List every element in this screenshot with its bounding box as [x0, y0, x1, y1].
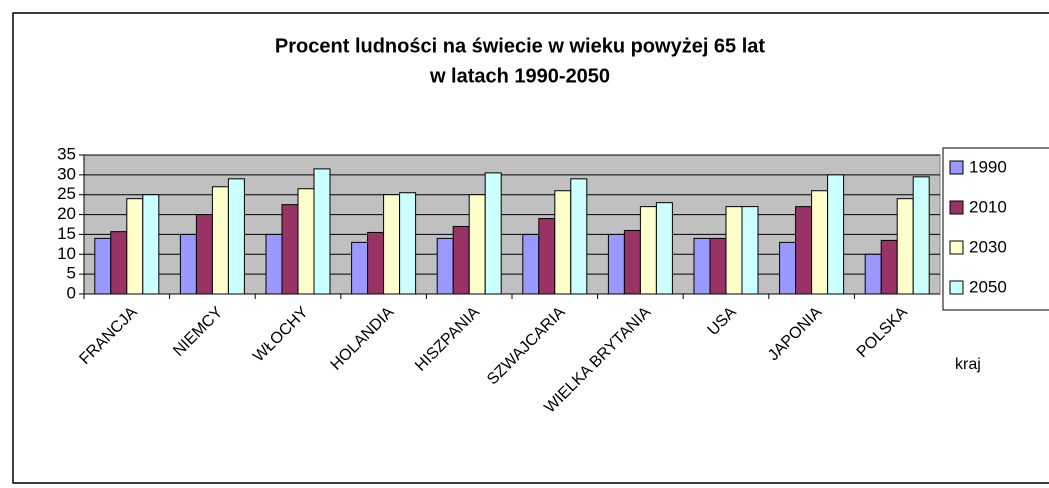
legend-label: 1990 — [969, 157, 1007, 176]
bar — [195, 214, 213, 295]
bar — [607, 233, 625, 295]
bar — [94, 237, 112, 295]
bar — [452, 225, 470, 295]
legend-label: 2010 — [969, 197, 1007, 216]
y-tick-label: 15 — [57, 224, 76, 243]
bar — [912, 176, 930, 295]
bar — [811, 190, 829, 295]
legend-swatch — [949, 200, 964, 215]
y-tick-label: 0 — [67, 283, 76, 302]
bar — [880, 239, 898, 295]
y-tick-label: 20 — [57, 204, 76, 223]
y-tick-label: 30 — [57, 164, 76, 183]
bar — [436, 237, 454, 295]
bar — [179, 233, 197, 295]
bar — [693, 237, 711, 295]
bar — [383, 194, 401, 295]
bar — [538, 218, 556, 295]
bar — [827, 174, 845, 295]
bar — [639, 206, 657, 295]
bar — [896, 198, 914, 295]
legend-swatch — [949, 240, 964, 255]
legend-swatch — [949, 160, 964, 175]
bar — [655, 202, 673, 295]
bar — [864, 253, 882, 295]
bar — [725, 206, 743, 295]
y-tick-label: 35 — [57, 144, 76, 163]
bar — [126, 198, 144, 295]
bar — [709, 237, 727, 295]
bar — [741, 206, 759, 295]
bar — [142, 194, 160, 295]
bar — [399, 192, 417, 295]
y-tick-label: 25 — [57, 184, 76, 203]
bar — [795, 206, 813, 295]
x-axis-label: kraj — [955, 356, 981, 373]
bar — [297, 188, 315, 295]
bar — [779, 241, 797, 295]
chart-title: Procent ludności na świecie w wieku powy… — [275, 35, 765, 57]
chart-title: w latach 1990-2050 — [429, 65, 610, 87]
bar — [484, 172, 502, 295]
bar — [367, 231, 385, 295]
bar — [227, 178, 245, 295]
y-tick-label: 10 — [57, 244, 76, 263]
bar — [522, 233, 540, 295]
bar — [351, 241, 369, 295]
legend-label: 2030 — [969, 237, 1007, 256]
bar — [554, 190, 572, 295]
bar — [110, 231, 128, 295]
legend-label: 2050 — [969, 277, 1007, 296]
bar — [281, 204, 299, 295]
bar — [265, 233, 283, 295]
bar — [570, 178, 588, 295]
y-tick-label: 5 — [67, 264, 76, 283]
bar — [468, 194, 486, 295]
bar — [623, 229, 641, 295]
bar — [313, 168, 331, 295]
bar — [211, 186, 229, 295]
legend-swatch — [949, 280, 964, 295]
